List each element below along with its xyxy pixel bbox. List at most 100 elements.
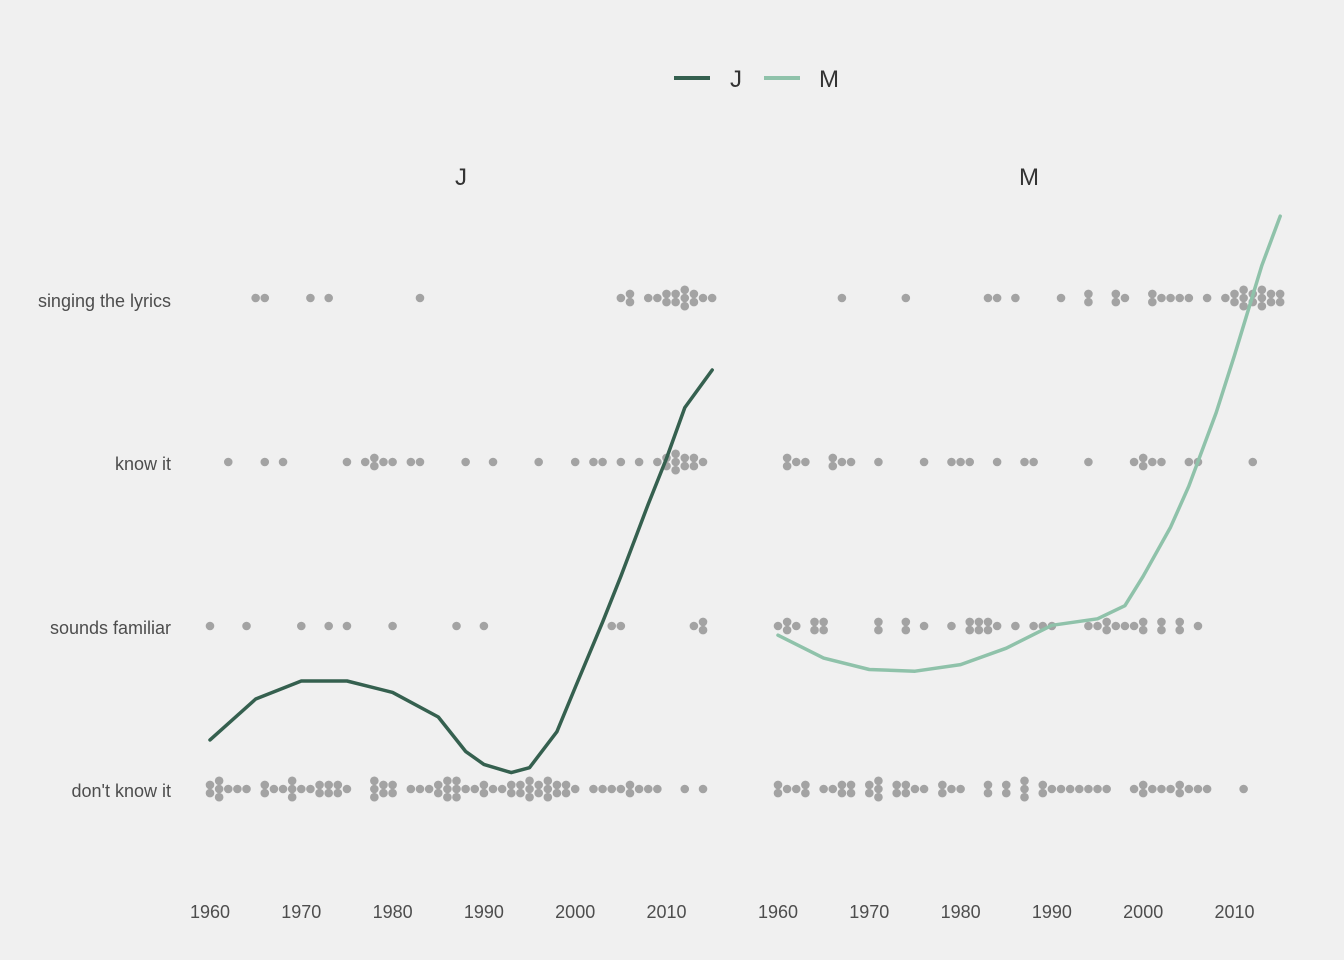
data-point <box>819 625 828 635</box>
data-point <box>616 621 626 631</box>
data-point <box>1020 784 1029 794</box>
data-point <box>1084 297 1093 307</box>
x-tick-label: 1970 <box>849 902 889 922</box>
data-point <box>662 297 671 307</box>
data-point <box>874 625 883 635</box>
data-point <box>801 457 810 467</box>
data-point <box>260 788 270 798</box>
data-point <box>370 461 379 471</box>
data-point <box>287 776 297 786</box>
data-point <box>910 784 920 794</box>
data-point <box>1257 285 1267 295</box>
data-point <box>983 293 993 303</box>
data-point <box>324 621 333 631</box>
data-point <box>370 453 379 463</box>
data-point <box>671 449 680 459</box>
data-point <box>874 617 883 627</box>
data-point <box>324 788 333 798</box>
data-point <box>443 784 452 794</box>
data-point <box>534 780 543 790</box>
data-point <box>680 301 690 311</box>
data-point <box>689 621 699 631</box>
data-point <box>205 780 215 790</box>
data-point <box>791 621 801 631</box>
data-point <box>214 792 224 802</box>
data-point <box>497 784 507 794</box>
data-point <box>947 621 956 631</box>
data-point <box>892 788 901 798</box>
data-point <box>689 453 699 463</box>
data-point <box>689 289 699 299</box>
data-point <box>837 780 847 790</box>
data-point <box>782 625 792 635</box>
data-point <box>671 289 680 299</box>
data-point <box>1102 625 1111 635</box>
data-point <box>1202 784 1212 794</box>
data-point <box>479 788 489 798</box>
data-point <box>1001 780 1011 790</box>
data-point <box>470 784 480 794</box>
data-point <box>415 457 425 467</box>
data-point <box>561 780 571 790</box>
data-point <box>1175 293 1185 303</box>
data-point <box>698 625 708 635</box>
data-point <box>1230 289 1239 299</box>
data-point <box>543 792 553 802</box>
data-point <box>653 784 662 794</box>
data-point <box>1102 784 1111 794</box>
data-point <box>634 784 644 794</box>
data-point <box>543 776 553 786</box>
data-point <box>598 457 607 467</box>
data-point <box>782 461 792 471</box>
data-point <box>534 457 543 467</box>
data-point <box>1175 788 1185 798</box>
data-point <box>1038 780 1048 790</box>
data-point <box>773 780 783 790</box>
x-tick-label: 1960 <box>190 902 230 922</box>
data-point <box>1157 293 1166 303</box>
data-point <box>828 461 838 471</box>
data-point <box>598 784 607 794</box>
data-point <box>1221 293 1230 303</box>
data-point <box>205 621 215 631</box>
data-point <box>1056 784 1066 794</box>
data-point <box>1093 784 1102 794</box>
data-point <box>1239 784 1248 794</box>
data-point <box>379 457 388 467</box>
data-point <box>1148 784 1157 794</box>
data-point <box>433 788 443 798</box>
data-point <box>1157 784 1166 794</box>
x-tick-label: 1980 <box>373 902 413 922</box>
data-point <box>1166 293 1175 303</box>
data-point <box>992 621 1002 631</box>
data-point <box>543 784 553 794</box>
data-point <box>552 780 562 790</box>
data-point <box>680 285 690 295</box>
data-point <box>406 784 416 794</box>
data-point <box>1111 621 1121 631</box>
data-point <box>388 621 397 631</box>
data-point <box>938 780 947 790</box>
data-point <box>306 293 315 303</box>
data-point <box>947 784 956 794</box>
data-point <box>379 788 388 798</box>
data-point <box>947 457 956 467</box>
data-point <box>552 788 562 798</box>
data-point <box>525 784 534 794</box>
data-point <box>1020 792 1029 802</box>
data-point <box>1038 788 1048 798</box>
data-point <box>865 788 874 798</box>
data-point <box>983 788 993 798</box>
data-point <box>992 293 1002 303</box>
data-point <box>782 784 792 794</box>
data-point <box>707 293 717 303</box>
data-point <box>1102 617 1111 627</box>
data-point <box>671 297 680 307</box>
data-point <box>452 792 461 802</box>
data-point <box>1239 301 1248 311</box>
data-point <box>1193 784 1203 794</box>
data-point <box>653 293 662 303</box>
data-point <box>1266 289 1276 299</box>
x-tick-label: 2010 <box>646 902 686 922</box>
data-point <box>801 780 810 790</box>
